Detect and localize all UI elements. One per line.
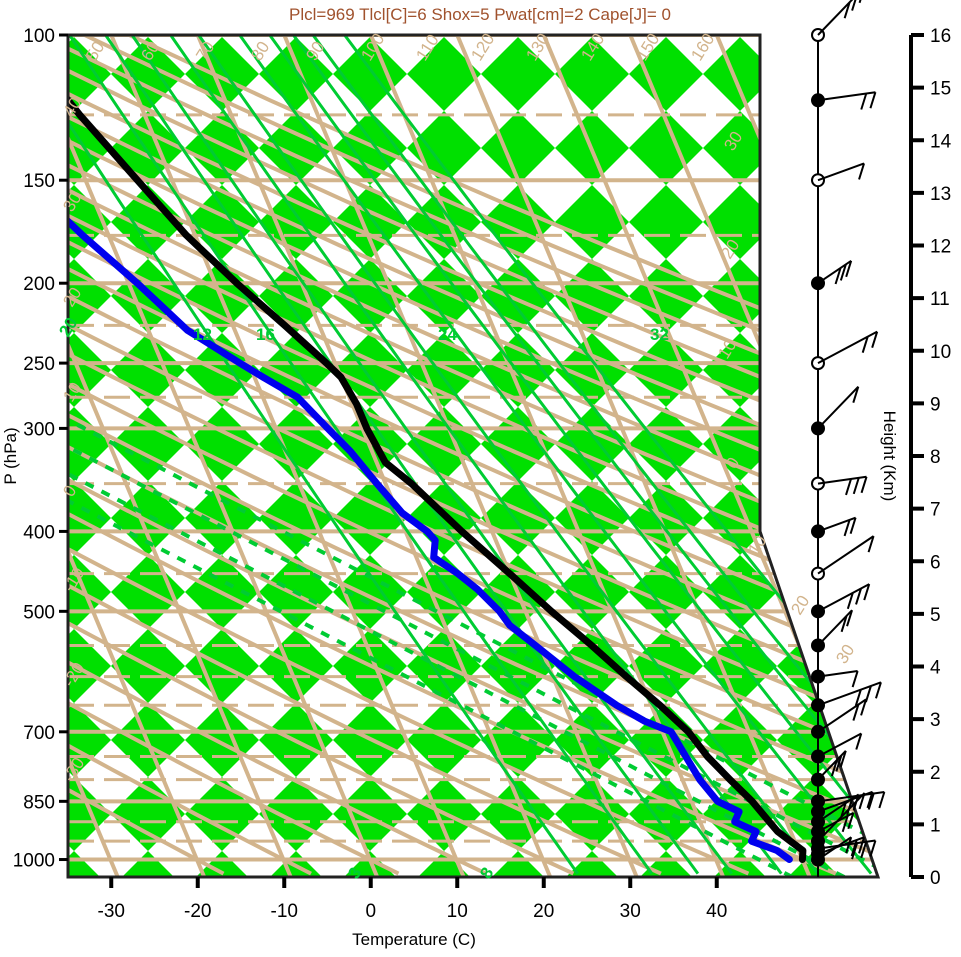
dry-adiabat-label-lower-right: 20: [787, 592, 813, 618]
temperature-tick-label: -20: [184, 901, 211, 922]
height-tick-label: 0: [930, 868, 941, 889]
temperature-tick-label: 0: [365, 901, 376, 922]
chart-title: Plcl=969 Tlcl[C]=6 Shox=5 Pwat[cm]=2 Cap…: [289, 5, 671, 24]
pressure-tick-label: 850: [23, 792, 55, 813]
dry-adiabat-label-lower-right: 30: [832, 641, 858, 667]
height-tick-label: 5: [930, 605, 941, 626]
pressure-tick-label: 200: [23, 274, 55, 295]
dry-adiabat-label-top: 80: [247, 38, 273, 64]
mixing-ratio-label: 8: [476, 864, 497, 882]
temperature-tick-label: 30: [620, 901, 641, 922]
pressure-tick-label: 300: [23, 419, 55, 440]
pressure-tick-label: 500: [23, 602, 55, 623]
temperature-tick-label: 10: [447, 901, 468, 922]
mixing-ratio-label: 12: [193, 325, 212, 344]
height-tick-label: 3: [930, 710, 941, 731]
temperature-axis-label: Temperature (C): [352, 930, 476, 949]
mixing-ratio-label: 32: [650, 325, 669, 344]
profile-temperature: [68, 35, 807, 863]
profile-dewpoint: [68, 35, 793, 863]
temperature-tick-label: -30: [98, 901, 125, 922]
pressure-tick-label: 250: [23, 354, 55, 375]
height-tick-label: 12: [930, 237, 951, 258]
height-tick-label: 11: [930, 289, 950, 310]
mixing-ratio-label: 16: [256, 325, 275, 344]
height-axis-label: Height (Km): [880, 411, 899, 502]
height-tick-label: 8: [930, 447, 941, 468]
mixing-ratio-lines: [68, 35, 878, 877]
temperature-tick-label: 40: [706, 901, 727, 922]
height-tick-label: 16: [930, 26, 951, 47]
height-tick-label: 7: [930, 500, 941, 521]
height-tick-label: 6: [930, 552, 941, 573]
height-tick-label: 1: [930, 815, 941, 836]
height-tick-label: 14: [930, 131, 952, 152]
height-tick-label: 4: [930, 658, 941, 679]
mixing-ratio-label: 24: [438, 325, 457, 344]
pressure-tick-label: 100: [23, 26, 55, 47]
pressure-tick-label: 150: [23, 171, 55, 192]
height-tick-label: 2: [930, 763, 941, 784]
temperature-tick-label: -10: [271, 901, 298, 922]
pressure-tick-label: 1000: [13, 851, 55, 872]
height-tick-label: 10: [930, 342, 951, 363]
pressure-tick-label: 700: [23, 723, 55, 744]
pressure-tick-label: 400: [23, 522, 55, 543]
pressure-axis-label: P (hPa): [1, 427, 20, 484]
wind-barb-column: [811, 0, 886, 877]
height-tick-label: 9: [930, 394, 941, 415]
profile-traces: [68, 35, 807, 863]
height-tick-label: 13: [930, 184, 951, 205]
temperature-tick-label: 20: [533, 901, 554, 922]
height-tick-label: 15: [930, 79, 951, 100]
